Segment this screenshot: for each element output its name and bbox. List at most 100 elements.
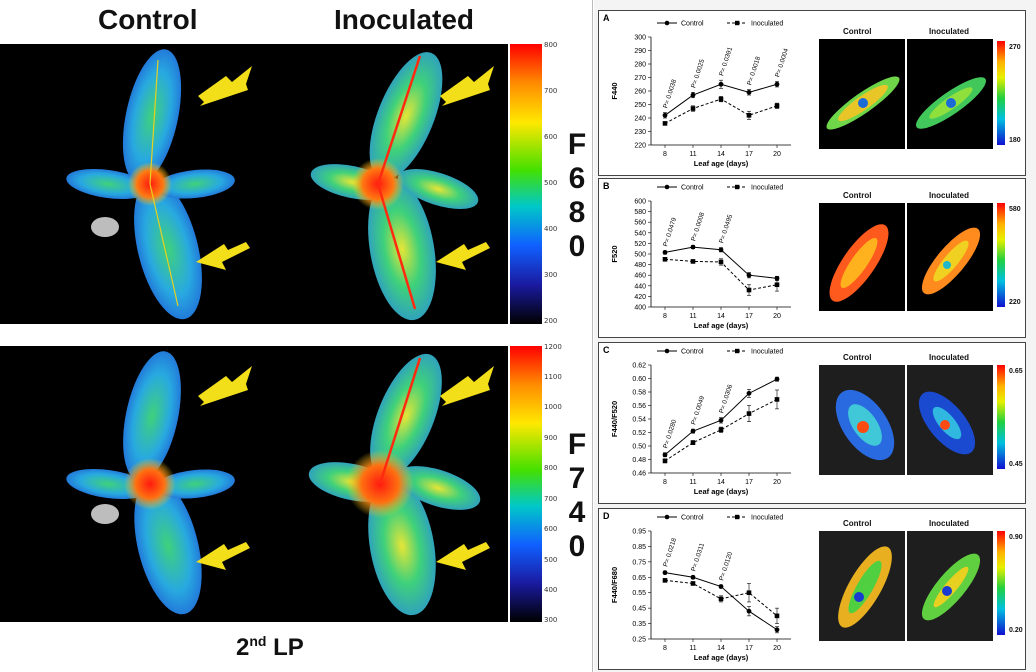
f680-label: F 6 8 0 (567, 128, 587, 263)
chart-c: 0.46 0.48 0.50 0.52 0.54 0.56 0.58 0.60 0.62 8 11 1… (610, 348, 791, 496)
panel-a: A 220 230 240 250 260 270 280 290 300 8 11 14 17 20 Le… (598, 10, 1026, 176)
x-tick-label: 11 (689, 313, 696, 320)
data-point-control (662, 570, 668, 576)
colorbar-min: 220 (1009, 299, 1021, 306)
colorbar-a (997, 41, 1005, 145)
thumb-title-control: Control (843, 519, 872, 528)
x-axis-label: Leaf age (days) (694, 159, 749, 168)
y-tick-label: 460 (634, 273, 646, 280)
x-tick-label: 8 (663, 645, 667, 652)
thumb-title-control: Control (843, 27, 872, 36)
y-tick-label: 400 (634, 305, 646, 312)
p-value-label: P= 0.0018 (746, 55, 762, 86)
p-value-label: P= 0.0218 (662, 537, 678, 568)
x-tick-label: 8 (663, 313, 667, 320)
leaf-position-label: 2nd LP (236, 633, 304, 661)
data-point-inoculated (746, 287, 752, 293)
data-point-inoculated (718, 596, 724, 602)
colorbar-min: 0.45 (1009, 461, 1023, 468)
y-tick-label: 240 (634, 116, 646, 123)
x-tick-label: 20 (773, 151, 781, 158)
data-point-inoculated (746, 113, 752, 118)
p-value-label: P= 0.0008 (690, 211, 706, 242)
data-point-inoculated (690, 440, 696, 445)
x-tick-label: 20 (773, 479, 781, 486)
legend-marker-inoculated (735, 20, 740, 26)
y-tick-label: 260 (634, 89, 646, 96)
series-line-control (664, 378, 778, 456)
f680-leaf-images (66, 49, 494, 321)
data-point-control (746, 272, 752, 278)
y-tick-label: 220 (634, 143, 646, 150)
data-point-inoculated (690, 259, 696, 264)
x-axis-label: Leaf age (days) (694, 321, 749, 330)
y-tick-label: 0.55 (632, 590, 646, 597)
legend-marker-control (664, 348, 670, 354)
data-point-control (662, 112, 668, 118)
legend-label-inoculated: Inoculated (751, 515, 783, 522)
data-point-control (690, 244, 696, 250)
p-value-label: P= 0.0049 (690, 395, 706, 426)
series-line-inoculated (664, 398, 778, 462)
y-tick-label: 0.85 (632, 544, 646, 551)
data-point-control (718, 584, 724, 589)
p-value-label: P= 0.0120 (718, 551, 734, 582)
y-tick-label: 0.54 (632, 417, 646, 424)
legend-marker-inoculated (735, 348, 740, 354)
y-tick-label: 580 (634, 209, 646, 216)
legend-marker-inoculated (735, 514, 740, 520)
x-tick-label: 14 (717, 645, 725, 652)
data-point-control (690, 92, 696, 98)
y-axis-label: F440 (610, 82, 619, 99)
y-tick-label: 0.62 (632, 363, 646, 370)
y-tick-label: 0.95 (632, 529, 646, 536)
legend-label-inoculated: Inoculated (751, 21, 783, 28)
y-axis-label: F440/F680 (610, 567, 619, 603)
f680-colorbar-ticks: 800 700 600 500 400 300 200 (544, 41, 558, 325)
colorbar-max: 0.90 (1009, 534, 1023, 541)
p-value-label: P= 0.0280 (662, 418, 678, 449)
p-value-label: P= 0.0311 (690, 542, 706, 572)
y-tick-label: 290 (634, 48, 646, 55)
y-tick-label: 500 (634, 252, 646, 259)
x-tick-label: 20 (773, 313, 781, 320)
thumbnail-inoculated (907, 365, 993, 475)
y-axis-label: F440/F520 (610, 401, 619, 437)
thumb-title-control: Control (843, 191, 872, 200)
legend-label-inoculated: Inoculated (751, 349, 783, 356)
y-tick-label: 280 (634, 62, 646, 69)
y-tick-label: 0.46 (632, 471, 646, 478)
p-value-label: P= 0.0004 (774, 47, 790, 78)
panel-label: C (603, 345, 610, 355)
y-tick-label: 520 (634, 241, 646, 248)
data-point-inoculated (774, 103, 780, 109)
y-tick-label: 600 (634, 199, 646, 206)
thumbnail-control (819, 365, 905, 475)
data-point-control (718, 247, 724, 253)
y-tick-label: 300 (634, 35, 646, 42)
x-tick-label: 11 (689, 151, 696, 158)
y-tick-label: 560 (634, 220, 646, 227)
data-point-control (746, 89, 752, 95)
y-tick-label: 270 (634, 75, 646, 82)
y-tick-label: 0.60 (632, 376, 646, 383)
y-tick-label: 0.48 (632, 457, 646, 464)
y-tick-label: 420 (634, 294, 646, 301)
data-point-inoculated (690, 581, 696, 586)
thumbnail-control (819, 39, 905, 149)
x-tick-label: 17 (745, 645, 753, 652)
colorbar-max: 270 (1009, 44, 1021, 51)
x-tick-label: 14 (717, 313, 725, 320)
data-point-control (662, 250, 668, 255)
legend-label-control: Control (681, 185, 704, 192)
data-point-inoculated (718, 259, 724, 265)
y-tick-label: 0.56 (632, 403, 646, 410)
control-plant-f740 (66, 351, 235, 615)
x-tick-label: 8 (663, 151, 667, 158)
chart-b: 400 420 440 460 480 500 520 540 560 580 600 8 11 14 17… (610, 185, 791, 330)
p-value-label: P= 0.0391 (718, 46, 734, 77)
y-tick-label: 0.35 (632, 621, 646, 628)
figure-divider (592, 0, 593, 672)
p-value-label: P= 0.0038 (662, 78, 678, 109)
leaf-image-figure: Control Inoculated (0, 4, 587, 661)
